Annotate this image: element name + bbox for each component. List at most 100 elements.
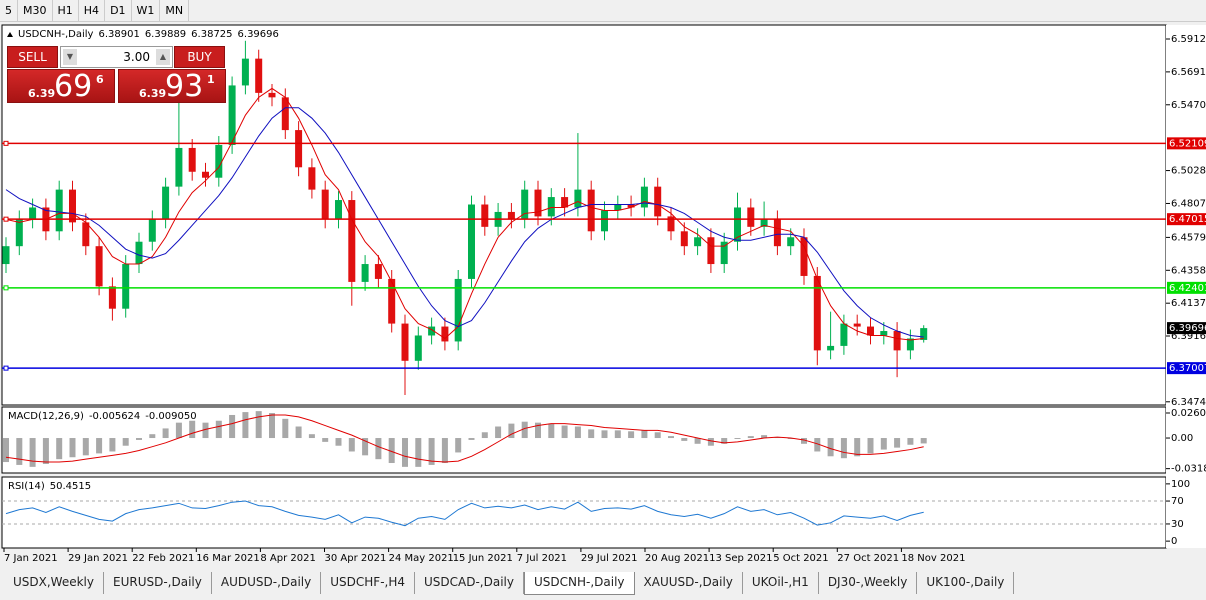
macd-bar bbox=[69, 438, 76, 458]
rsi-pane bbox=[1, 476, 1167, 549]
macd-bar bbox=[242, 412, 249, 439]
price-main: 93 bbox=[165, 69, 204, 104]
x-tick-label: 13 Sep 2021 bbox=[709, 553, 772, 564]
moving-average bbox=[5, 107, 924, 338]
candle-body bbox=[734, 207, 741, 242]
candle-body bbox=[108, 286, 116, 309]
macd-bar bbox=[335, 438, 342, 446]
macd-bar bbox=[654, 432, 661, 439]
chart-tab[interactable]: DJ30-,Weekly bbox=[819, 572, 918, 594]
x-tick-label: 8 Apr 2021 bbox=[260, 553, 315, 564]
candle-body bbox=[215, 144, 223, 178]
x-tick-label: 29 Jul 2021 bbox=[581, 553, 638, 564]
macd-bar bbox=[694, 438, 701, 444]
y-tick-label: 6.59120 bbox=[1171, 34, 1206, 45]
macd-bar bbox=[82, 438, 89, 456]
lot-increase[interactable]: ▲ bbox=[156, 49, 170, 65]
macd-bar bbox=[734, 438, 741, 439]
macd-bar bbox=[495, 426, 502, 439]
macd-bar bbox=[362, 438, 369, 456]
ohlc-value: 6.38725 bbox=[191, 29, 232, 40]
candle-body bbox=[401, 323, 409, 361]
macd-bar bbox=[189, 420, 196, 439]
candle-body bbox=[614, 204, 622, 211]
macd-bar bbox=[29, 438, 36, 467]
macd-bar bbox=[388, 438, 395, 464]
chart-tab[interactable]: EURUSD-,Daily bbox=[104, 572, 212, 594]
chart-tab[interactable]: USDCNH-,Daily bbox=[523, 572, 635, 595]
y-tick-label: 6.50280 bbox=[1171, 166, 1206, 177]
macd-bar bbox=[907, 438, 914, 445]
macd-bar bbox=[588, 429, 595, 439]
candle-body bbox=[241, 58, 249, 86]
chart-tab[interactable]: UK100-,Daily bbox=[917, 572, 1015, 594]
level-label-box bbox=[1167, 281, 1206, 294]
timeframe-button[interactable]: H1 bbox=[53, 0, 79, 21]
macd-bar bbox=[854, 438, 861, 457]
sell-price[interactable]: 6.39 69 6 bbox=[7, 69, 115, 104]
buy-price[interactable]: 6.39 93 1 bbox=[118, 69, 226, 104]
macd-bar bbox=[175, 422, 182, 439]
level-marker bbox=[3, 140, 9, 146]
macd-bar bbox=[202, 422, 209, 439]
y-tick-label: 6.56910 bbox=[1171, 67, 1206, 78]
macd-bar bbox=[269, 413, 275, 439]
current-price-box bbox=[1167, 322, 1206, 335]
lot-decrease[interactable]: ▼ bbox=[63, 49, 77, 65]
macd-bar bbox=[441, 438, 448, 464]
candle-body bbox=[720, 241, 728, 265]
macd-bar bbox=[880, 438, 887, 450]
macd-bar bbox=[308, 434, 315, 439]
candle-body bbox=[361, 264, 369, 282]
candle-body bbox=[906, 338, 914, 351]
x-tick-label: 5 Oct 2021 bbox=[773, 553, 828, 564]
buy-button[interactable]: BUY bbox=[174, 46, 225, 68]
chart-tab[interactable]: USDX,Weekly bbox=[4, 572, 104, 594]
macd-bar bbox=[229, 414, 236, 439]
lot-input[interactable]: ▼ 3.00 ▲ bbox=[60, 46, 173, 68]
macd-bar bbox=[721, 438, 728, 444]
candle-body bbox=[135, 241, 143, 265]
chart-tab[interactable]: USDCHF-,H4 bbox=[321, 572, 415, 594]
pane-title: MACD(12,26,9) bbox=[8, 411, 84, 422]
signal-value: -0.009050 bbox=[145, 411, 196, 422]
candle-body bbox=[867, 326, 874, 336]
candle-body bbox=[680, 231, 688, 247]
candle-body bbox=[507, 211, 515, 220]
candle-body bbox=[521, 189, 529, 220]
candle-body bbox=[880, 331, 888, 336]
timeframe-button[interactable]: H4 bbox=[79, 0, 106, 21]
candle-body bbox=[840, 323, 848, 346]
candle-body bbox=[694, 237, 702, 247]
x-tick-label: 24 May 2021 bbox=[389, 553, 454, 564]
chart-tab[interactable]: USDCAD-,Daily bbox=[415, 572, 524, 594]
macd-bar bbox=[894, 438, 901, 448]
macd-bar bbox=[455, 438, 462, 453]
chart-tab[interactable]: XAUUSD-,Daily bbox=[635, 572, 743, 594]
candle-body bbox=[175, 147, 183, 187]
timeframe-button[interactable]: W1 bbox=[132, 0, 161, 21]
macd-bar bbox=[481, 432, 488, 439]
chart-tab[interactable]: UKOil-,H1 bbox=[743, 572, 819, 594]
timeframe-button[interactable]: MN bbox=[160, 0, 190, 21]
chart-tab[interactable]: AUDUSD-,Daily bbox=[212, 572, 322, 594]
sell-button[interactable]: SELL bbox=[7, 46, 58, 68]
timeframe-button[interactable]: M30 bbox=[18, 0, 53, 21]
macd-bar bbox=[548, 423, 555, 439]
level-label-box bbox=[1167, 213, 1206, 226]
candle-body bbox=[561, 197, 569, 208]
collapse-icon[interactable] bbox=[7, 32, 13, 37]
macd-bar bbox=[761, 435, 768, 439]
macd-bar bbox=[149, 434, 156, 439]
pane-header: USDCNH-,Daily 6.38901 6.39889 6.38725 6.3969… bbox=[18, 29, 279, 40]
candle-body bbox=[295, 130, 303, 168]
timeframe-button[interactable]: 5 bbox=[0, 0, 18, 21]
pane-header: MACD(12,26,9) -0.005624 -0.009050 bbox=[8, 411, 197, 422]
macd-bar bbox=[827, 438, 834, 457]
rsi-line bbox=[5, 500, 924, 527]
candle-body bbox=[707, 237, 715, 265]
timeframe-button[interactable]: D1 bbox=[105, 0, 132, 21]
candle-body bbox=[640, 186, 648, 208]
macd-bar bbox=[920, 438, 927, 444]
macd-bar bbox=[468, 438, 475, 440]
